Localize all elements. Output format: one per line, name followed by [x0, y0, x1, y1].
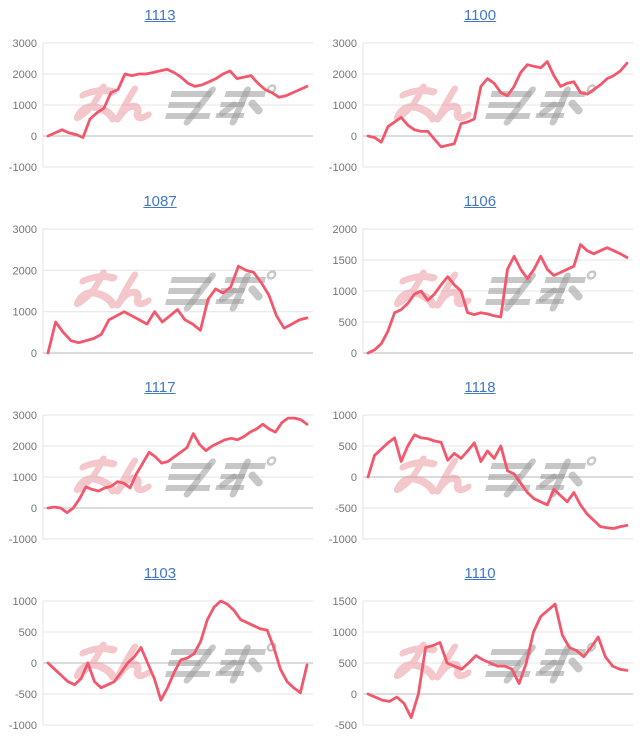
chart-title-link[interactable]: 1100	[463, 7, 497, 24]
svg-text:1000: 1000	[333, 410, 357, 422]
chart-card: 1100 3000 2000 1000 0 -1000	[320, 0, 640, 186]
svg-text:2000: 2000	[13, 69, 37, 81]
line-chart: 1000 500 0 -500 -1000	[329, 410, 633, 546]
line-chart: 1000 500 0 -500 -1000	[9, 596, 313, 732]
chart-title-link[interactable]: 1110	[464, 565, 496, 582]
chart-title-row: 1118	[320, 372, 640, 403]
svg-text:1000: 1000	[333, 100, 357, 112]
svg-text:-1000: -1000	[9, 720, 37, 732]
chart-card: 1117 3000 2000 1000 0 -1000	[0, 372, 320, 558]
svg-text:500: 500	[339, 317, 357, 329]
svg-text:3000: 3000	[333, 38, 357, 50]
line-chart: 3000 2000 1000 0	[13, 224, 313, 360]
chart-title-link[interactable]: 1113	[144, 7, 176, 24]
chart-card: 1106 2000 1500 1000 500 0	[320, 186, 640, 372]
svg-text:-1000: -1000	[9, 534, 37, 546]
chart-title-link[interactable]: 1106	[463, 193, 497, 210]
chart-title-row: 1113	[0, 0, 320, 31]
data-line	[366, 602, 629, 720]
svg-text:0: 0	[31, 131, 37, 143]
svg-text:1000: 1000	[13, 472, 37, 484]
data-line	[46, 67, 309, 139]
data-line	[46, 599, 309, 702]
svg-text:500: 500	[339, 658, 357, 670]
chart-card: 1113 3000 2000 1000 0 -1000	[0, 0, 320, 186]
chart-card: 1103 1000 500 0 -500 -1000	[0, 558, 320, 744]
minrepo-watermark	[394, 83, 597, 126]
svg-text:0: 0	[351, 131, 357, 143]
chart-title-link[interactable]: 1118	[464, 379, 496, 396]
chart-title-row: 1087	[0, 186, 320, 217]
data-line	[366, 60, 629, 149]
line-chart: 2000 1500 1000 500 0	[333, 224, 633, 360]
chart-title-row: 1117	[0, 372, 320, 403]
line-chart: 3000 2000 1000 0 -1000	[9, 410, 313, 546]
chart-title-row: 1103	[0, 558, 320, 589]
svg-text:-500: -500	[335, 503, 357, 515]
svg-text:0: 0	[31, 503, 37, 515]
data-line	[46, 416, 309, 514]
minrepo-watermark	[74, 641, 277, 684]
svg-text:2000: 2000	[333, 69, 357, 81]
minrepo-watermark	[74, 269, 277, 312]
svg-text:0: 0	[351, 348, 357, 360]
chart-title-link[interactable]: 1117	[144, 379, 176, 396]
chart-title-link[interactable]: 1087	[143, 193, 177, 210]
chart-title-row: 1110	[320, 558, 640, 589]
data-line	[46, 264, 309, 355]
svg-text:0: 0	[31, 658, 37, 670]
chart-title-row: 1100	[320, 0, 640, 31]
svg-text:3000: 3000	[13, 38, 37, 50]
svg-text:1500: 1500	[333, 596, 357, 608]
chart-card: 1118 1000 500 0 -500 -1000	[320, 372, 640, 558]
svg-text:1000: 1000	[13, 596, 37, 608]
chart-title-link[interactable]: 1103	[143, 565, 177, 582]
svg-text:0: 0	[31, 348, 37, 360]
svg-text:-1000: -1000	[329, 534, 357, 546]
svg-text:0: 0	[351, 472, 357, 484]
svg-text:-500: -500	[15, 689, 37, 701]
svg-text:2000: 2000	[13, 265, 37, 277]
svg-text:2000: 2000	[13, 441, 37, 453]
chart-card: 1087 3000 2000 1000 0	[0, 186, 320, 372]
svg-text:500: 500	[19, 627, 37, 639]
svg-text:3000: 3000	[13, 224, 37, 236]
svg-text:-1000: -1000	[9, 162, 37, 174]
chart-card: 1110 1500 1000 500 0 -500	[320, 558, 640, 744]
svg-text:-500: -500	[335, 720, 357, 732]
chart-title-row: 1106	[320, 186, 640, 217]
svg-text:1000: 1000	[13, 100, 37, 112]
svg-text:0: 0	[351, 689, 357, 701]
svg-text:1000: 1000	[333, 286, 357, 298]
data-line	[366, 243, 629, 355]
svg-text:1000: 1000	[13, 307, 37, 319]
svg-text:1000: 1000	[333, 627, 357, 639]
svg-text:3000: 3000	[13, 410, 37, 422]
data-line	[366, 433, 629, 530]
minrepo-watermark	[394, 455, 597, 498]
svg-text:500: 500	[339, 441, 357, 453]
svg-text:-1000: -1000	[329, 162, 357, 174]
line-chart: 3000 2000 1000 0 -1000	[9, 38, 313, 174]
svg-text:1500: 1500	[333, 255, 357, 267]
minrepo-watermark	[394, 269, 597, 312]
svg-text:2000: 2000	[333, 224, 357, 236]
line-chart: 3000 2000 1000 0 -1000	[329, 38, 633, 174]
line-chart: 1500 1000 500 0 -500	[333, 596, 633, 732]
